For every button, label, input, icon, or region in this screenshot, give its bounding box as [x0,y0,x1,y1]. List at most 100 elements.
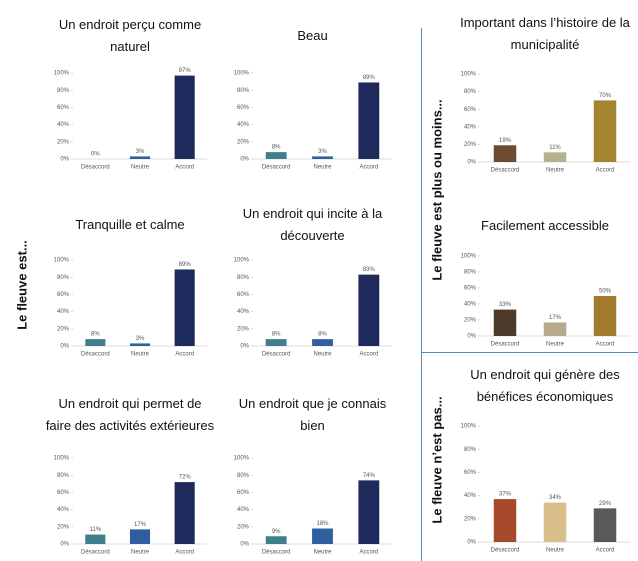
y-tick-label: 80% [464,89,477,95]
bar [129,156,151,159]
chart: 0% 20% 40% 60% 80% 100% 19% Désaccord 11% Neutre 7… [461,72,630,174]
y-tick-label: 60% [57,490,70,496]
x-tick-label: Neutre [546,342,565,348]
x-tick-label: Neutre [546,168,565,174]
y-tick-label: 60% [464,107,477,113]
value-label: 11% [90,527,102,533]
bar [265,152,287,159]
bar [593,100,617,162]
value-label: 89% [363,75,376,81]
bar [493,145,517,162]
value-label: 17% [549,315,562,321]
x-tick-label: Neutre [313,352,332,358]
value-label: 50% [599,289,612,295]
chart-title: Tranquille et calme [75,217,185,232]
y-tick-label: 80% [237,275,250,281]
value-label: 8% [272,145,281,151]
group-label: Le fleuve est plus ou moins... [429,99,445,281]
x-tick-label: Désaccord [81,165,110,171]
x-tick-label: Désaccord [262,550,291,556]
chart: 0% 20% 40% 60% 80% 100% 9% Désaccord 18% Neutre 74… [234,456,392,556]
x-tick-label: Neutre [546,548,565,554]
y-tick-label: 60% [464,470,477,476]
x-tick-label: Accord [596,342,615,348]
chart-title: Important dans l’histoire de la municipa… [460,15,630,52]
group-label: Le fleuve n’est pas... [429,396,445,524]
y-tick-label: 0% [60,344,69,350]
y-tick-label: 60% [57,292,70,298]
value-label: 34% [549,495,562,501]
x-tick-label: Neutre [313,165,332,171]
y-tick-label: 20% [237,139,250,145]
x-tick-label: Désaccord [491,168,520,174]
y-tick-label: 0% [467,160,476,166]
y-tick-label: 40% [237,309,250,315]
y-tick-label: 100% [54,258,70,264]
chart-title: Un endroit qui génère des bénéfices écon… [470,367,620,404]
y-tick-label: 20% [237,524,250,530]
y-tick-label: 80% [464,270,477,276]
y-tick-label: 20% [237,326,250,332]
y-tick-label: 100% [54,456,70,462]
value-label: 3% [136,149,145,155]
y-tick-label: 0% [240,157,249,163]
chart: 0% 20% 40% 60% 80% 100% 11% Désaccord 17% Neutre 7… [54,456,207,556]
y-tick-label: 20% [57,326,70,332]
group-label: Le fleuve est... [14,240,30,330]
bar [174,482,195,544]
bar [129,343,151,346]
y-tick-label: 40% [464,124,477,130]
bar [493,309,517,336]
y-tick-label: 40% [464,493,477,499]
y-tick-label: 40% [237,122,250,128]
x-tick-label: Accord [175,352,194,358]
y-tick-label: 100% [234,258,250,264]
y-tick-label: 100% [234,71,250,77]
chart: 0% 20% 40% 60% 80% 100% 37% Désaccord 34% Neutre 2… [461,424,630,554]
x-tick-label: Désaccord [81,550,110,556]
y-tick-label: 0% [60,542,69,548]
x-tick-label: Désaccord [491,548,520,554]
value-label: 74% [363,473,376,479]
value-label: 33% [499,302,512,308]
y-tick-label: 60% [237,105,250,111]
bar [593,296,617,336]
value-label: 3% [136,336,145,342]
y-tick-label: 20% [464,142,477,148]
y-tick-label: 0% [240,344,249,350]
chart-title: Facilement accessible [481,218,609,233]
chart: 0% 20% 40% 60% 80% 100% 0% Désaccord 3% Neutre 97%… [54,68,207,171]
x-tick-label: Accord [596,168,615,174]
y-tick-label: 100% [461,254,477,260]
y-tick-label: 80% [464,447,477,453]
y-tick-label: 0% [240,542,249,548]
value-label: 89% [179,262,192,268]
vertical-divider [421,28,422,561]
x-tick-label: Neutre [313,550,332,556]
bar [543,322,567,336]
value-label: 37% [499,492,512,498]
bar [543,152,567,162]
y-tick-label: 80% [237,473,250,479]
y-tick-label: 80% [237,88,250,94]
chart-title: Un endroit qui incite à la découverte [242,206,383,243]
bar [265,536,287,544]
value-label: 3% [318,149,327,155]
chart: 0% 20% 40% 60% 80% 100% 33% Désaccord 17% Neutre 5… [461,254,630,348]
y-tick-label: 80% [57,473,70,479]
chart-title: Beau [297,27,328,43]
y-tick-label: 20% [57,139,70,145]
y-tick-label: 80% [57,275,70,281]
bar [312,339,333,346]
y-tick-label: 100% [461,424,477,430]
y-tick-label: 0% [60,157,69,163]
horizontal-divider [421,352,638,353]
y-tick-label: 40% [57,122,70,128]
y-tick-label: 100% [54,71,70,77]
bar [265,339,287,346]
x-tick-label: Accord [359,165,378,171]
y-tick-label: 100% [461,72,477,78]
value-label: 83% [363,267,376,273]
y-tick-label: 40% [464,302,477,308]
